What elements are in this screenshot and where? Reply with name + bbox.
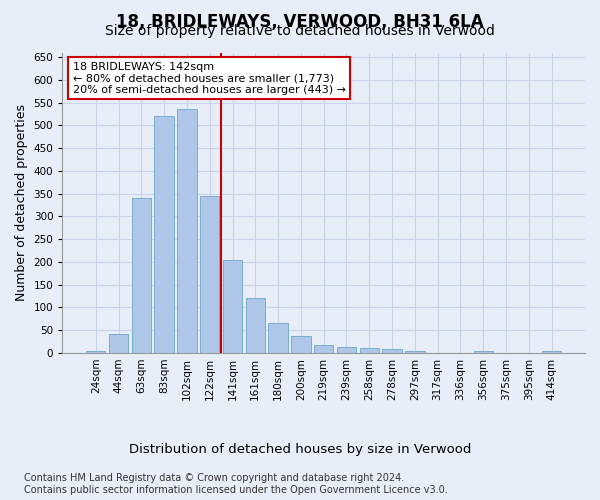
Bar xyxy=(337,347,356,353)
Text: 18, BRIDLEWAYS, VERWOOD, BH31 6LA: 18, BRIDLEWAYS, VERWOOD, BH31 6LA xyxy=(116,12,484,30)
Bar xyxy=(382,350,402,353)
Bar xyxy=(200,196,220,353)
Text: Contains HM Land Registry data © Crown copyright and database right 2024.
Contai: Contains HM Land Registry data © Crown c… xyxy=(24,474,448,495)
Bar xyxy=(405,350,425,353)
Bar xyxy=(131,198,151,353)
Bar xyxy=(359,348,379,353)
Bar xyxy=(177,110,197,353)
Bar xyxy=(109,334,128,353)
Text: Size of property relative to detached houses in Verwood: Size of property relative to detached ho… xyxy=(105,24,495,38)
Bar xyxy=(314,345,334,353)
Text: Distribution of detached houses by size in Verwood: Distribution of detached houses by size … xyxy=(129,442,471,456)
Text: 18 BRIDLEWAYS: 142sqm
← 80% of detached houses are smaller (1,773)
20% of semi-d: 18 BRIDLEWAYS: 142sqm ← 80% of detached … xyxy=(73,62,346,94)
Bar xyxy=(291,336,311,353)
Bar xyxy=(542,350,561,353)
Bar xyxy=(245,298,265,353)
Bar xyxy=(86,350,106,353)
Bar xyxy=(223,260,242,353)
Bar xyxy=(473,350,493,353)
Y-axis label: Number of detached properties: Number of detached properties xyxy=(15,104,28,302)
Bar xyxy=(154,116,174,353)
Bar xyxy=(268,322,288,353)
